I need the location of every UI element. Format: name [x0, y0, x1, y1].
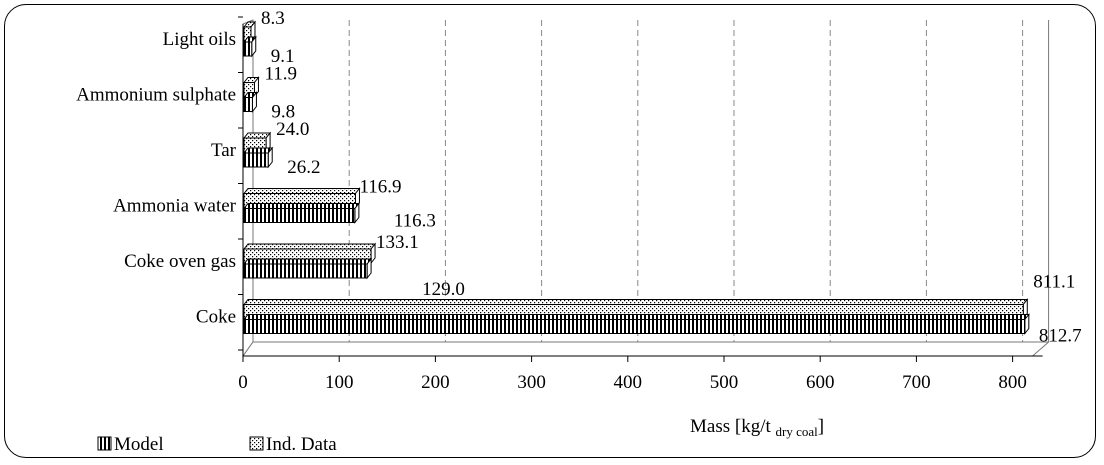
- x-axis-title-main: Mass [kg/t: [690, 416, 776, 437]
- bar-top-face: [242, 147, 274, 154]
- x-tick-label: 600: [806, 372, 835, 393]
- x-tick-label: 100: [325, 372, 354, 393]
- bar-top-face: [242, 314, 1030, 320]
- bar-front-face: [243, 41, 253, 57]
- bar-model: [242, 257, 373, 280]
- legend-label: Model: [114, 434, 164, 455]
- x-tick-label: 400: [614, 372, 643, 393]
- x-axis-title-end: ]: [818, 416, 824, 437]
- x-tick-label: 300: [517, 372, 546, 393]
- legend-swatch: [249, 436, 264, 451]
- category-label: Ammonium sulphate: [76, 85, 236, 106]
- legend-label: Ind. Data: [266, 434, 337, 455]
- bars-layer: [242, 20, 1030, 335]
- data-label-ind-data: 8.3: [261, 8, 285, 29]
- data-label-model: 9.1: [271, 46, 295, 67]
- bar-front-face: [243, 319, 1026, 334]
- category-label: Tar: [211, 140, 237, 161]
- x-tick-label: 700: [902, 372, 931, 393]
- data-label-ind-data: 24.0: [276, 119, 309, 140]
- category-label: Light oils: [163, 29, 236, 50]
- data-label-model: 116.3: [394, 211, 436, 232]
- data-label-ind-data: 116.9: [359, 177, 401, 198]
- data-label-model: 9.8: [271, 102, 295, 123]
- bar-model: [242, 91, 258, 113]
- bar-model: [242, 313, 1030, 335]
- bar-top-face: [242, 299, 1029, 305]
- bar-top-face: [242, 258, 373, 265]
- category-label: Coke oven gas: [124, 251, 236, 272]
- bar-top-face: [242, 188, 361, 194]
- data-label-ind-data: 11.9: [264, 64, 297, 85]
- x-axis-title: Mass [kg/t dry coal]: [690, 416, 824, 439]
- data-label-model: 26.2: [287, 157, 320, 178]
- bar-front-face: [243, 97, 253, 112]
- bar-front-face: [243, 152, 269, 168]
- legend-swatch: [97, 436, 112, 451]
- x-tick-label: 200: [421, 372, 450, 393]
- category-label: Coke: [196, 307, 236, 328]
- bar-top-face: [242, 203, 360, 209]
- chart-frame: [4, 4, 1096, 458]
- bar-model: [242, 146, 274, 169]
- bar-front-face: [243, 208, 356, 223]
- floor: [242, 341, 1050, 357]
- data-label-ind-data: 133.1: [376, 232, 419, 253]
- data-label-ind-data: 811.1: [1033, 272, 1075, 293]
- x-axis-title-subscript: dry coal: [776, 424, 819, 439]
- x-tick-label: 500: [710, 372, 739, 393]
- data-label-model: 129.0: [422, 279, 465, 300]
- bar-front-face: [243, 263, 368, 279]
- bar-model: [242, 35, 257, 58]
- text-layer: 0 100 200 300 400 500 600 700 800 Light oils 8.3 9.…: [76, 8, 1081, 455]
- bar-ind-data: [242, 20, 257, 43]
- x-tick-label: 0: [238, 372, 248, 393]
- category-label: Ammonia water: [113, 196, 237, 217]
- axes-layer: [238, 16, 1050, 362]
- bar-model: [242, 202, 360, 224]
- data-label-model: 812.7: [1039, 326, 1082, 347]
- bar-top-face: [242, 243, 377, 250]
- x-tick-label: 800: [998, 372, 1027, 393]
